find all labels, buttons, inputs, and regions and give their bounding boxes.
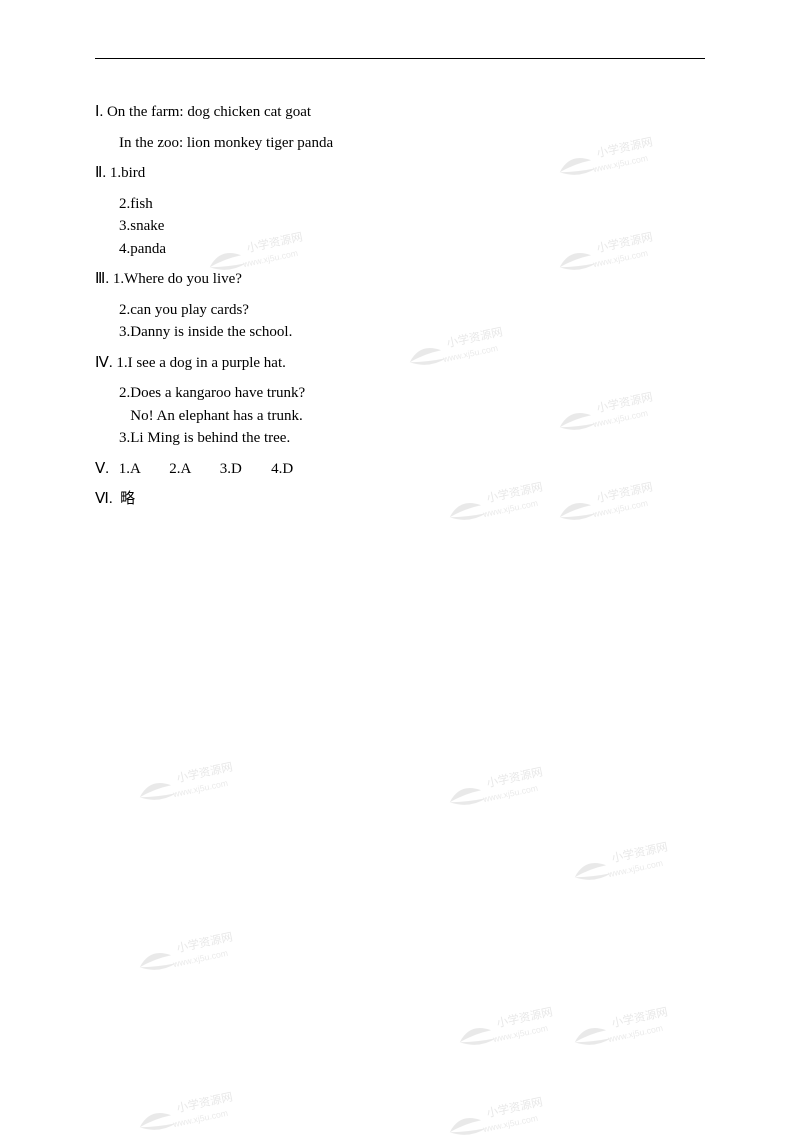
section-III-head: Ⅲ. 1.Where do you live? xyxy=(95,268,705,291)
watermark-text-url: www.xj5u.com xyxy=(171,778,229,800)
section-II-head: Ⅱ. 1.bird xyxy=(95,162,705,185)
watermark: 小学资源网 www.xj5u.com xyxy=(120,1085,260,1138)
section-III-item3: 3.Danny is inside the school. xyxy=(95,321,705,344)
section-VI: Ⅵ. 略 xyxy=(95,488,705,511)
section-III-head-text: . 1.Where do you live? xyxy=(105,271,242,287)
horizontal-rule xyxy=(95,58,705,59)
section-II-item4: 4.panda xyxy=(95,238,705,261)
section-II-head-text: . 1.bird xyxy=(102,165,145,181)
section-II-item2: 2.fish xyxy=(95,193,705,216)
roman-numeral-III: Ⅲ xyxy=(95,271,105,287)
roman-numeral-IV: Ⅳ xyxy=(95,355,109,371)
section-V: Ⅴ. 1.A 2.A 3.D 4.D xyxy=(95,458,705,481)
section-IV-item3: 3.Li Ming is behind the tree. xyxy=(95,427,705,450)
section-VI-text: . 略 xyxy=(109,491,135,507)
section-IV-head-text: . 1.I see a dog in a purple hat. xyxy=(109,355,286,371)
watermark-text-cn: 小学资源网 xyxy=(175,1090,233,1116)
watermark-text-cn: 小学资源网 xyxy=(485,765,543,791)
watermark-text-url: www.xj5u.com xyxy=(481,1113,539,1135)
roman-numeral-V: Ⅴ xyxy=(95,461,105,477)
watermark-text-url: www.xj5u.com xyxy=(606,1023,664,1045)
watermark-text-cn: 小学资源网 xyxy=(495,1005,553,1031)
watermark-text-cn: 小学资源网 xyxy=(610,840,668,866)
watermark-text-url: www.xj5u.com xyxy=(606,858,664,880)
section-I-line2: In the zoo: lion monkey tiger panda xyxy=(95,132,705,155)
watermark-text-cn: 小学资源网 xyxy=(175,930,233,956)
section-V-text: . 1.A 2.A 3.D 4.D xyxy=(105,461,293,477)
watermark: 小学资源网 www.xj5u.com xyxy=(440,1000,580,1053)
watermark-text-url: www.xj5u.com xyxy=(481,783,539,805)
watermark: 小学资源网 www.xj5u.com xyxy=(120,755,260,808)
watermark-text-cn: 小学资源网 xyxy=(175,760,233,786)
section-I-line1: Ⅰ. On the farm: dog chicken cat goat xyxy=(95,101,705,124)
watermark-text-cn: 小学资源网 xyxy=(610,1005,668,1031)
section-II-item3: 3.snake xyxy=(95,215,705,238)
watermark: 小学资源网 www.xj5u.com xyxy=(555,835,695,888)
watermark-text-url: www.xj5u.com xyxy=(491,1023,549,1045)
watermark: 小学资源网 www.xj5u.com xyxy=(430,760,570,813)
section-I-text1: . On the farm: dog chicken cat goat xyxy=(99,104,311,120)
section-IV-head: Ⅳ. 1.I see a dog in a purple hat. xyxy=(95,352,705,375)
section-IV-item2b: No! An elephant has a trunk. xyxy=(95,405,705,428)
watermark-text-url: www.xj5u.com xyxy=(171,1108,229,1130)
watermark-text-url: www.xj5u.com xyxy=(171,948,229,970)
watermark: 小学资源网 www.xj5u.com xyxy=(120,925,260,978)
section-IV-item2: 2.Does a kangaroo have trunk? xyxy=(95,382,705,405)
watermark: 小学资源网 www.xj5u.com xyxy=(430,1090,570,1143)
watermark: 小学资源网 www.xj5u.com xyxy=(555,1000,695,1053)
watermark-text-cn: 小学资源网 xyxy=(485,1095,543,1121)
section-III-item2: 2.can you play cards? xyxy=(95,299,705,322)
roman-numeral-VI: Ⅵ xyxy=(95,491,109,507)
